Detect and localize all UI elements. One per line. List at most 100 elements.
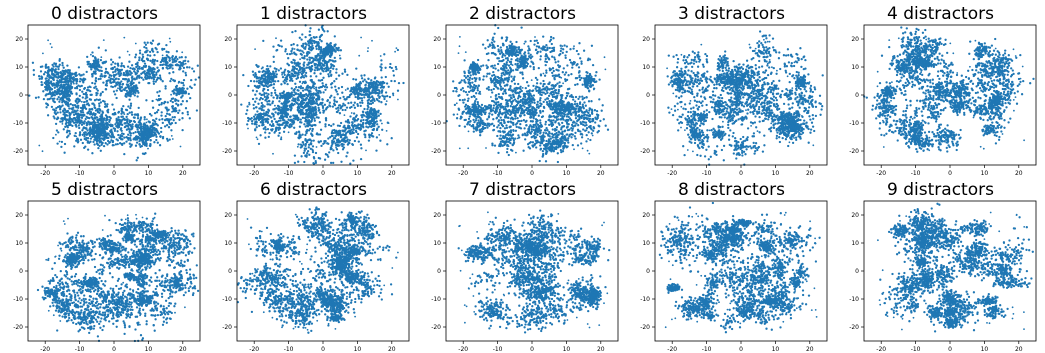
data-point [108,115,111,119]
data-point [126,50,129,53]
data-point [96,119,100,122]
data-point [144,43,148,46]
data-point [583,101,586,104]
data-point [149,67,153,71]
data-point [73,110,76,113]
data-point [167,51,170,54]
data-point [332,138,335,141]
data-point [335,110,339,114]
data-point [315,116,319,119]
data-point [146,58,150,62]
data-point [251,89,255,92]
data-point [305,94,309,97]
data-point [75,93,78,96]
data-point [128,60,131,63]
data-point [340,105,343,108]
data-point [126,112,129,116]
data-point [254,106,258,109]
data-point [99,75,102,78]
data-point [98,144,101,148]
data-point [260,67,263,70]
data-point [70,118,73,121]
data-point [103,129,106,132]
data-point [270,83,273,87]
data-point [384,103,387,106]
data-point [117,118,120,121]
data-point [133,116,136,119]
data-point [162,60,165,63]
data-point [317,94,320,97]
data-point [313,41,316,45]
data-point [343,114,346,116]
data-point [363,96,366,99]
data-point [142,127,146,130]
data-point [377,94,380,97]
data-point [310,124,313,127]
data-point [78,85,82,88]
data-point [155,117,158,120]
data-point [171,104,174,108]
data-point [268,131,271,135]
data-point [362,118,365,122]
y-tick-label: -20 [222,148,232,155]
data-point [42,97,46,101]
data-point [39,65,43,69]
data-point [381,89,384,92]
data-point [120,107,124,111]
data-point [101,61,104,64]
data-point [136,156,139,159]
data-point [57,131,60,134]
data-point [318,98,321,101]
data-point [380,59,383,62]
data-point [304,125,307,128]
data-point [76,137,79,141]
data-point [128,130,131,133]
data-point [330,124,333,128]
data-point [315,35,318,39]
data-point [311,44,314,48]
data-point [56,111,59,114]
data-point [263,105,266,108]
data-point [366,119,369,123]
data-point [55,76,58,79]
data-point [71,72,74,75]
data-point [175,63,179,66]
data-point [66,74,69,77]
data-point [371,128,374,132]
data-point [86,129,89,132]
data-point [514,117,517,120]
data-point [359,101,362,104]
data-point [75,85,79,89]
data-point [61,119,64,122]
data-point [111,67,114,71]
data-point [68,132,72,135]
data-point [301,50,304,53]
data-point [55,133,57,136]
data-point [63,88,67,92]
data-point [257,102,260,105]
data-point [394,50,396,53]
data-point [172,119,175,122]
data-point [272,152,274,155]
data-point [326,50,330,54]
data-point [309,27,312,30]
data-point [285,101,289,105]
data-point [355,67,358,70]
data-point [317,156,320,160]
data-point [52,108,56,111]
data-point [41,150,44,153]
data-point [138,52,142,55]
data-point [110,132,114,136]
data-point [267,135,270,139]
data-point [330,52,334,55]
data-point [324,119,328,122]
data-point [309,142,312,145]
data-point [375,149,378,152]
data-point [81,79,84,82]
data-point [358,54,361,57]
data-point [281,114,284,117]
data-point [290,75,293,78]
data-point [106,116,109,119]
data-point [306,63,309,66]
data-point [352,77,355,81]
